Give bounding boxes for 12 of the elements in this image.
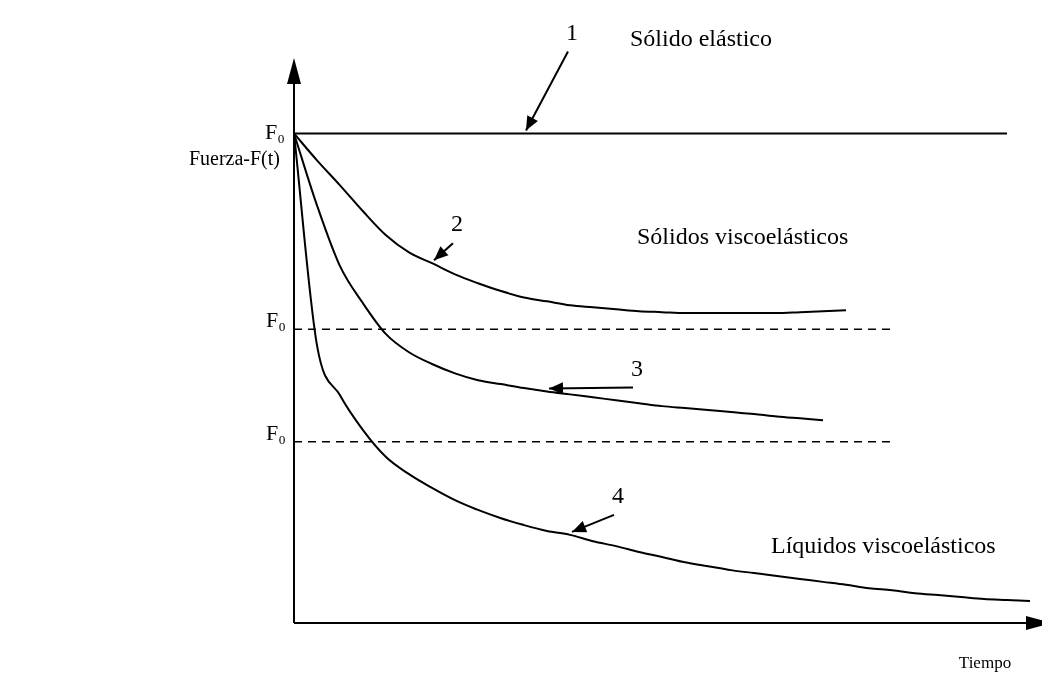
y-axis-title: Fuerza-F(t): [188, 147, 280, 171]
annotation: Líquidos viscoelásticos: [771, 532, 996, 559]
ref-line-label: F₀: [266, 419, 286, 445]
text: Sólido elástico: [630, 25, 772, 52]
series-label: 3: [631, 354, 643, 381]
series-label: 2: [451, 210, 463, 237]
text: 1: [566, 18, 578, 45]
x-axis-title: Tiempo: [958, 653, 1012, 673]
ref-line-label: F₀: [266, 307, 286, 333]
annotation: Sólidos viscoelásticos: [637, 223, 849, 250]
series-label: 4: [612, 482, 624, 509]
text: F₀: [265, 118, 285, 144]
